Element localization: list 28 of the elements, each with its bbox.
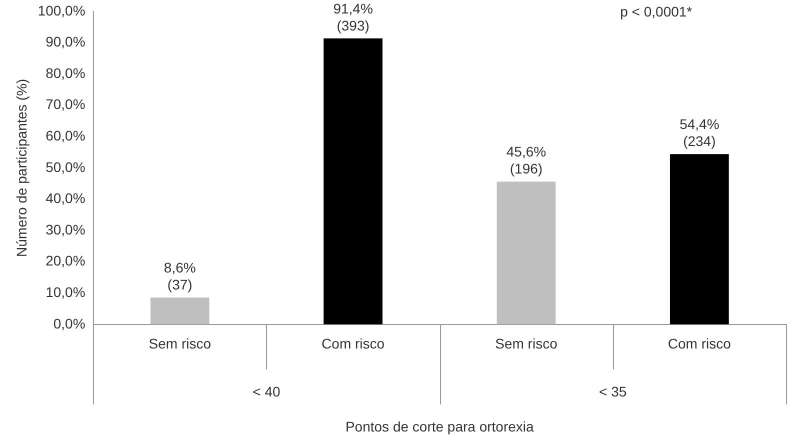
y-axis-title: Número de participantes (%)	[13, 78, 30, 257]
y-tick-label: 60,0%	[46, 127, 86, 144]
x-axis-title: Pontos de corte para ortorexia	[345, 418, 534, 434]
x-tick-label: Sem risco	[495, 336, 558, 352]
data-label: 54,4% (234)	[680, 116, 720, 150]
data-label: 91,4% (393)	[333, 0, 373, 34]
bar	[496, 182, 556, 324]
bar	[324, 38, 382, 324]
text: < 35	[599, 383, 627, 400]
data-label: 8,6% (37)	[164, 259, 196, 292]
y-tick-label: 80,0%	[46, 64, 86, 81]
y-tick-label: 0,0%	[53, 315, 86, 332]
x-tick-label: Com risco	[668, 336, 732, 352]
annotation: p < 0,0001*	[620, 3, 693, 20]
bar	[670, 154, 729, 324]
data-label: 45,6% (196)	[506, 144, 546, 177]
y-tick-label: 100,0%	[38, 2, 86, 18]
text: < 40	[252, 383, 280, 400]
bar	[150, 297, 210, 324]
y-tick-label: 10,0%	[46, 284, 86, 300]
y-tick-label: 70,0%	[46, 96, 86, 112]
x-tick-label: Sem risco	[148, 336, 212, 352]
y-tick-label: 30,0%	[46, 221, 86, 238]
y-tick-label: 20,0%	[46, 252, 86, 269]
y-tick-label: 90,0%	[46, 34, 86, 50]
x-tick-label: Com risco	[322, 336, 385, 352]
y-tick-label: 50,0%	[46, 158, 86, 175]
y-tick-label: 40,0%	[46, 190, 86, 206]
